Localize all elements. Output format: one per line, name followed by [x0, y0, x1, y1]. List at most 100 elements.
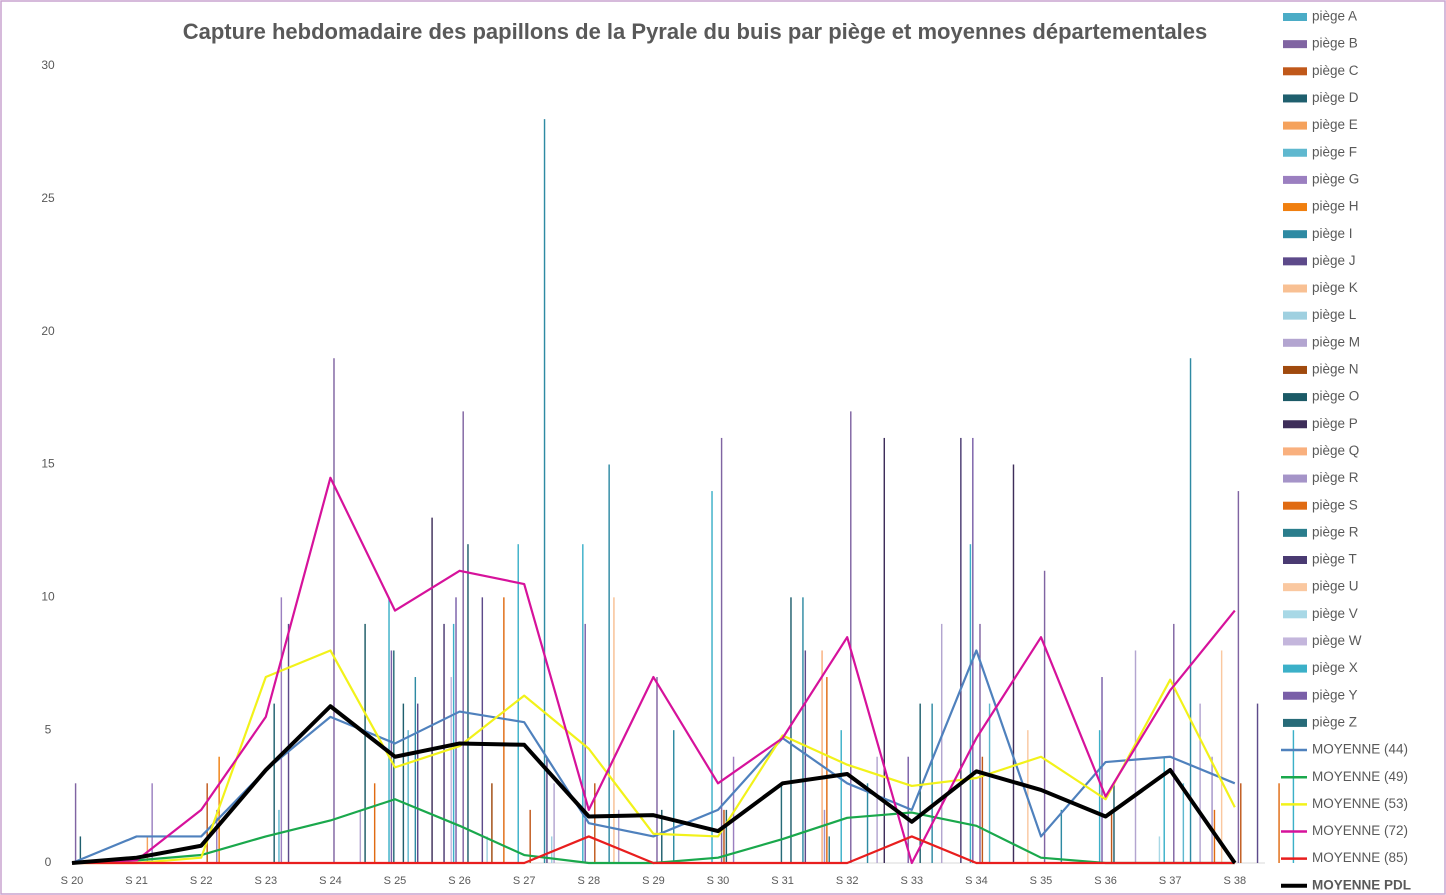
bar [417, 703, 419, 863]
bar [553, 783, 555, 863]
bar [402, 703, 405, 863]
bar [333, 358, 335, 863]
bar [981, 756, 984, 863]
legend-label: piège X [1312, 660, 1358, 675]
legend-swatch [1283, 40, 1307, 49]
legend-swatch [1283, 257, 1307, 266]
x-tick-label: S 27 [513, 875, 536, 887]
x-tick-label: S 23 [254, 875, 277, 887]
legend-label: piège C [1312, 63, 1359, 78]
legend-swatch [1283, 474, 1307, 483]
bar [543, 119, 546, 864]
legend-label: piège Y [1312, 687, 1358, 702]
y-tick-label: 0 [45, 855, 52, 869]
bar [1110, 809, 1113, 863]
bar [821, 650, 823, 863]
x-tick-label: S 21 [125, 875, 148, 887]
bar [584, 623, 586, 863]
legend-swatch [1283, 501, 1307, 510]
y-tick-label: 20 [41, 324, 55, 338]
bar [74, 783, 77, 863]
x-tick-label: S 28 [577, 875, 600, 887]
line-series [71, 704, 1237, 865]
legend-swatch [1283, 203, 1307, 212]
bar [79, 836, 82, 863]
legend-label: piège S [1312, 497, 1358, 512]
legend-label: MOYENNE (85) [1312, 850, 1408, 865]
legend-swatch [1283, 583, 1307, 592]
x-tick-label: S 29 [642, 875, 665, 887]
bar [594, 783, 596, 863]
legend-swatch [1283, 610, 1307, 619]
bar [711, 491, 713, 863]
bar [146, 836, 149, 863]
legend-swatch [1283, 365, 1307, 374]
bar [151, 783, 153, 863]
bar [529, 809, 531, 863]
bar [517, 544, 519, 863]
chart-title: Capture hebdomadaire des papillons de la… [183, 19, 1208, 44]
bar [725, 809, 728, 863]
legend-label: MOYENNE (53) [1312, 796, 1408, 811]
legend-swatch [1283, 420, 1307, 429]
bar [1199, 703, 1201, 863]
line-series [72, 649, 1236, 865]
legend-label: piège Z [1312, 714, 1357, 729]
x-tick-label: S 38 [1223, 875, 1246, 887]
legend-label: piège O [1312, 389, 1359, 404]
bar [455, 597, 457, 863]
bar [608, 464, 610, 863]
bar [414, 677, 417, 863]
legend-label: piège B [1312, 36, 1358, 51]
legend-label: piège M [1312, 334, 1360, 349]
bar [481, 597, 484, 863]
legend-swatch [1283, 175, 1307, 184]
legend-label: piège Q [1312, 443, 1359, 458]
bar [613, 597, 615, 863]
x-tick-label: S 31 [771, 875, 794, 887]
legend-label: piège F [1312, 144, 1357, 159]
legend-swatch [1283, 311, 1307, 320]
bar [467, 544, 469, 863]
bar [546, 756, 548, 863]
bar [720, 437, 723, 863]
bar [979, 623, 981, 863]
bar [462, 411, 464, 863]
legend-label: piège D [1312, 90, 1359, 105]
legend-label: piège E [1312, 117, 1358, 132]
x-tick-label: S 22 [190, 875, 213, 887]
bar [960, 437, 962, 863]
x-tick-label: S 20 [61, 875, 84, 887]
legend-label: piège P [1312, 416, 1358, 431]
bar [486, 836, 488, 863]
legend-swatch [1283, 148, 1307, 157]
bar [491, 783, 493, 863]
legend-swatch [1283, 13, 1307, 21]
legend-swatch [1283, 230, 1307, 239]
legend-swatch [1283, 393, 1307, 402]
bar [1173, 623, 1175, 863]
bar [359, 809, 362, 863]
legend-swatch [1283, 94, 1307, 103]
legend-label: piège T [1312, 552, 1357, 567]
y-tick-label: 10 [41, 590, 55, 604]
bar [876, 756, 878, 863]
legend-label: piège A [1312, 9, 1357, 24]
bar [278, 809, 280, 863]
bar [866, 783, 869, 863]
bar [287, 623, 290, 863]
bar [582, 544, 584, 863]
bar [790, 597, 792, 863]
line-series [71, 476, 1236, 865]
bar [1278, 783, 1280, 863]
bar [850, 411, 852, 863]
bar [656, 677, 658, 863]
bar [206, 783, 208, 863]
legend-label: piège H [1312, 199, 1359, 214]
bar [988, 703, 991, 863]
bar [431, 517, 433, 863]
bar [216, 809, 218, 863]
bar [969, 544, 972, 863]
legend-label: MOYENNE PDL [1312, 877, 1411, 892]
